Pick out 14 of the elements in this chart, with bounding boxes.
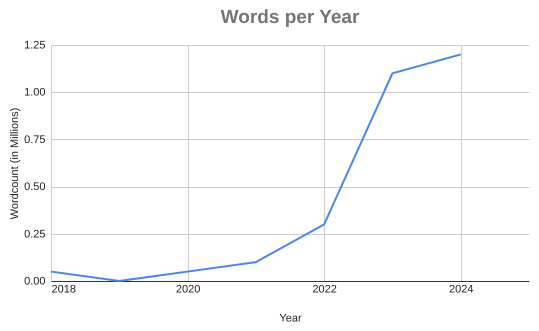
y-tick-label: 0.00 <box>24 276 46 288</box>
y-tick-label: 1.00 <box>24 86 46 99</box>
x-tick-label: 2018 <box>52 284 76 296</box>
y-axis-title: Wordcount (in Millions) <box>9 108 22 220</box>
x-tick-label: 2024 <box>448 284 474 296</box>
chart-title: Words per Year <box>220 7 360 28</box>
y-tick-label: 0.25 <box>24 228 46 240</box>
y-tick-label: 0.50 <box>24 181 46 194</box>
x-axis-title: Year <box>279 312 302 324</box>
y-tick-label: 0.75 <box>24 134 46 146</box>
x-tick-label: 2020 <box>176 284 200 296</box>
y-tick-label: 1.25 <box>24 40 46 52</box>
x-tick-label: 2022 <box>312 284 337 296</box>
line-series <box>50 53 462 282</box>
